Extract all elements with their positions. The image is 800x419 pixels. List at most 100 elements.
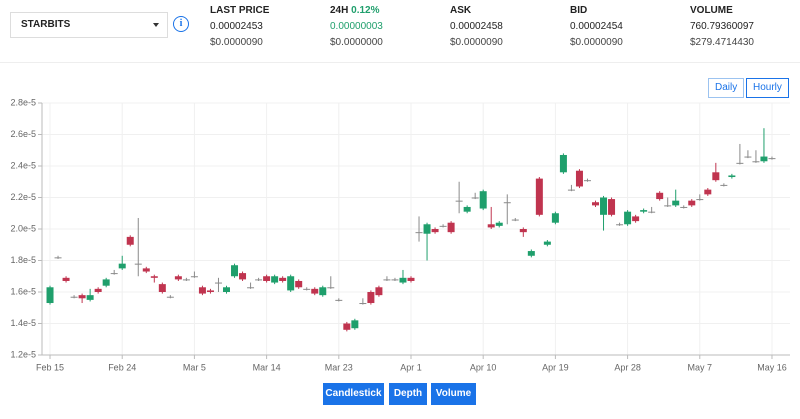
candle-body — [279, 277, 287, 281]
candle-body — [632, 216, 640, 222]
y-tick-label: 1.6e-5 — [10, 286, 36, 296]
candle-body — [94, 288, 102, 292]
stat-usd: $279.4714430 — [690, 37, 754, 48]
x-tick-label: Mar 14 — [253, 362, 281, 372]
x-tick-label: Feb 15 — [36, 362, 64, 372]
candle-body — [134, 263, 142, 265]
candle-body — [600, 197, 608, 215]
candle-body — [303, 288, 311, 290]
candle-body — [86, 295, 94, 300]
candle-body — [407, 277, 415, 281]
stat-usd: $0.0000090 — [210, 37, 263, 48]
candle-body — [118, 263, 126, 269]
candle-body — [295, 280, 303, 288]
x-tick-label: Apr 10 — [470, 362, 497, 372]
candle-body — [126, 236, 134, 245]
x-tick-label: Mar 23 — [325, 362, 353, 372]
stat-value: 0.00000003 — [330, 21, 383, 32]
x-tick-label: Feb 24 — [108, 362, 136, 372]
candle-body — [535, 178, 543, 215]
candle-body — [712, 172, 720, 181]
range-button[interactable]: Hourly — [746, 78, 789, 98]
candle-body — [575, 170, 583, 187]
stat-usd: $0.0000090 — [570, 37, 623, 48]
candle-body — [656, 192, 664, 200]
candle-body — [150, 276, 158, 278]
candle-body — [247, 287, 255, 289]
candle-body — [616, 224, 624, 226]
stat-label: ASK — [450, 5, 472, 16]
stat-heading: BID — [570, 5, 623, 19]
candle-body — [567, 189, 575, 191]
candle-body — [736, 162, 744, 164]
y-tick-label: 1.2e-5 — [10, 349, 36, 359]
stat-label: LAST PRICE — [210, 5, 270, 16]
candle-body — [559, 154, 567, 173]
candle-body — [110, 273, 118, 275]
candle-body — [704, 189, 712, 195]
tab[interactable]: Volume — [431, 383, 476, 405]
candle-body — [311, 288, 319, 294]
candle-body — [391, 279, 399, 281]
y-tick-label: 2.8e-5 — [10, 97, 36, 107]
x-tick-label: Mar 5 — [183, 362, 206, 372]
stat: ASK 0.00002458 $0.0000090 — [450, 5, 503, 51]
candle-body — [351, 320, 359, 329]
stat: BID 0.00002454 $0.0000090 — [570, 5, 623, 51]
candle-body — [455, 200, 463, 202]
tab[interactable]: Candlestick — [323, 383, 384, 405]
x-tick-label: May 16 — [757, 362, 787, 372]
info-icon[interactable]: i — [173, 16, 189, 32]
tab[interactable]: Depth — [389, 383, 427, 405]
candle-body — [287, 276, 295, 291]
candle-body — [263, 276, 271, 281]
y-tick-label: 2.6e-5 — [10, 129, 36, 139]
candle-body — [495, 222, 503, 226]
candle-body — [624, 211, 632, 225]
candle-body — [696, 199, 704, 201]
y-tick-label: 2.0e-5 — [10, 223, 36, 233]
candle-body — [343, 323, 351, 330]
candle-body — [688, 200, 696, 206]
candle-body — [471, 197, 479, 199]
candle-body — [543, 241, 551, 245]
stat: LAST PRICE 0.00002453 $0.0000090 — [210, 5, 269, 51]
stat-value: 0.00002454 — [570, 21, 623, 32]
y-tick-label: 2.2e-5 — [10, 192, 36, 202]
candle-body — [158, 284, 166, 292]
candle-body — [54, 257, 62, 259]
candle-body — [223, 287, 230, 292]
stat-value: 760.79360097 — [690, 21, 754, 32]
candle-body — [664, 205, 672, 207]
candle-body — [423, 224, 431, 234]
candle-body — [102, 279, 110, 286]
stat-heading: LAST PRICE — [210, 5, 269, 19]
separator — [0, 62, 800, 63]
candle-body — [255, 279, 263, 281]
stat-label: BID — [570, 5, 588, 16]
candle-body — [551, 213, 559, 223]
candle-body — [182, 279, 190, 281]
range-button[interactable]: Daily — [708, 78, 745, 98]
candle-body — [431, 229, 439, 233]
candle-body — [728, 175, 736, 178]
candle-body — [720, 184, 728, 186]
candle-body — [479, 191, 487, 209]
stat-label: VOLUME — [690, 5, 733, 16]
candle-body — [319, 287, 327, 296]
stat-usd: $0.0000000 — [330, 37, 383, 48]
stat-heading: ASK — [450, 5, 503, 19]
candle-body — [503, 202, 511, 204]
candle-body — [447, 222, 455, 233]
candle-body — [463, 206, 471, 212]
y-tick-label: 1.8e-5 — [10, 255, 36, 265]
candle-body — [375, 287, 383, 296]
symbol: STARBITS — [21, 19, 71, 30]
candle-body — [383, 279, 391, 281]
candle-body — [367, 292, 375, 304]
candle-body — [672, 200, 680, 206]
symbol-dropdown[interactable]: STARBITS — [10, 12, 168, 38]
candle-body — [439, 225, 447, 227]
